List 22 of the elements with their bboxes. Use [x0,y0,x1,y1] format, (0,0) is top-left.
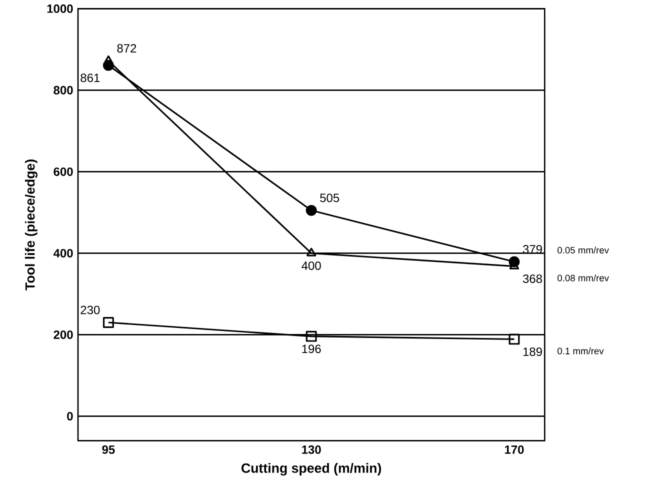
x-tick-label: 130 [302,446,321,454]
text: 0.08 mm/rev [558,274,609,282]
x-axis-title: Cutting speed (m/min) [242,463,382,476]
y-tick-label: 400 [53,249,73,258]
data-label: 400 [302,262,321,270]
y-tick-label: 200 [54,330,73,340]
text: 0.1 mm/rev [558,348,604,354]
x-tick-label: 95 [102,446,115,454]
data-label: 872 [117,44,136,53]
y-tick-label: 0 [67,412,73,421]
y-tick-label: 600 [54,168,73,176]
text: 0.05 mm/rev [558,246,609,254]
y-tick-label: 1000 [47,4,73,14]
y-tick-label: 800 [54,86,73,95]
y-axis-title: Tool life (piece/edge) [24,160,38,290]
data-label: 196 [302,344,321,354]
data-label: 368 [522,274,542,284]
data-label: 505 [320,194,340,202]
data-label: 861 [80,74,100,82]
data-label: 230 [80,306,100,314]
x-tick-label: 170 [504,446,524,454]
data-label: 189 [523,348,542,356]
